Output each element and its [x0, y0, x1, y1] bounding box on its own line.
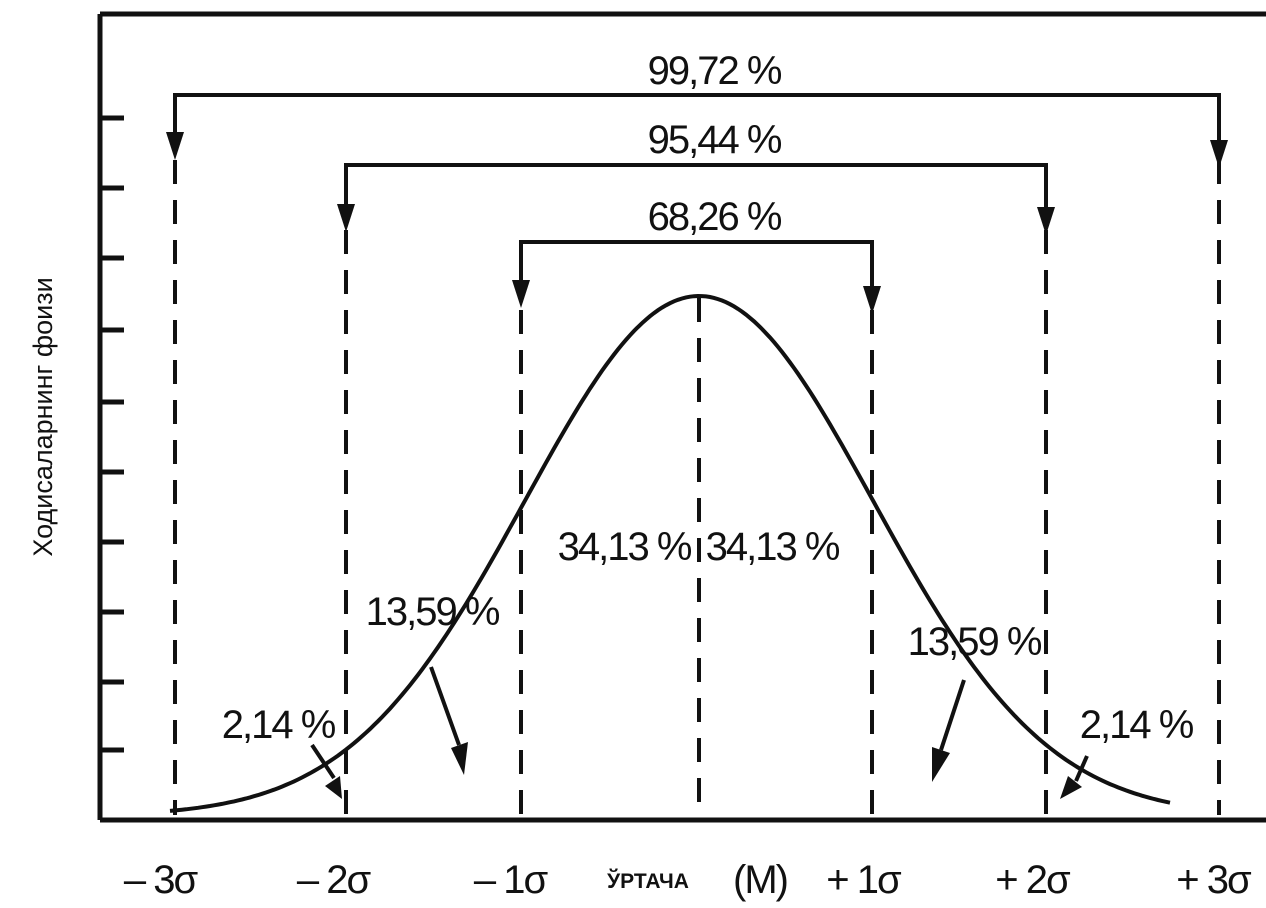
pointer-line [429, 666, 461, 746]
arrowhead-down-icon [1037, 207, 1055, 235]
arrowhead-icon [451, 742, 468, 775]
x-tick-plus-1-sigma: + 1σ [826, 858, 902, 902]
x-tick-minus-2-sigma: – 2σ [297, 858, 372, 902]
y-axis-label: Ходисаларнинг фоизи [28, 277, 58, 556]
arrowhead-down-icon [166, 132, 184, 160]
area-label-right-middle: 13,59 % [908, 620, 1042, 664]
bracket-arrowheads [166, 132, 1228, 314]
diagram-frame [97, 11, 1266, 823]
arrowhead-down-icon [512, 280, 530, 308]
arrowhead-icon [932, 747, 950, 782]
x-axis-mean-symbol: (M) [733, 858, 787, 902]
x-axis-mean-word: ЎРТАЧА [606, 869, 689, 893]
bracket-line [519, 240, 874, 288]
pointer-line [310, 743, 336, 780]
bracket-label-2-sigma: 95,44 % [648, 118, 782, 162]
arrowhead-down-icon [337, 204, 355, 232]
x-tick-plus-2-sigma: + 2σ [995, 858, 1071, 902]
area-label-right-center: 34,13 % [706, 525, 840, 569]
arrowhead-icon [1060, 776, 1082, 799]
x-tick-minus-1-sigma: – 1σ [474, 858, 549, 902]
pointer-line [1074, 755, 1089, 782]
bracket-1-sigma [519, 240, 874, 288]
arrowhead-icon [325, 776, 342, 799]
area-label-left-tail: 2,14 % [222, 703, 336, 747]
bracket-2-sigma [344, 163, 1048, 210]
sigma-guides [173, 160, 1221, 815]
pointer-arrows [310, 666, 1089, 799]
area-label-left-middle: 13,59 % [366, 590, 500, 634]
bell-curve [169, 293, 1171, 813]
x-tick-plus-3-sigma: + 3σ [1176, 858, 1252, 902]
arrowhead-down-icon [863, 286, 881, 314]
pointer-line [939, 679, 966, 751]
y-axis-ticks [100, 115, 124, 753]
area-label-left-center: 34,13 % [558, 525, 692, 569]
arrowhead-down-icon [1210, 140, 1228, 168]
bracket-label-1-sigma: 68,26 % [648, 195, 782, 239]
bracket-line [173, 93, 1221, 142]
bracket-label-3-sigma: 99,72 % [648, 49, 782, 93]
bracket-line [344, 163, 1048, 210]
x-tick-minus-3-sigma: – 3σ [124, 858, 199, 902]
bracket-3-sigma [173, 93, 1221, 142]
area-label-right-tail: 2,14 % [1080, 703, 1194, 747]
